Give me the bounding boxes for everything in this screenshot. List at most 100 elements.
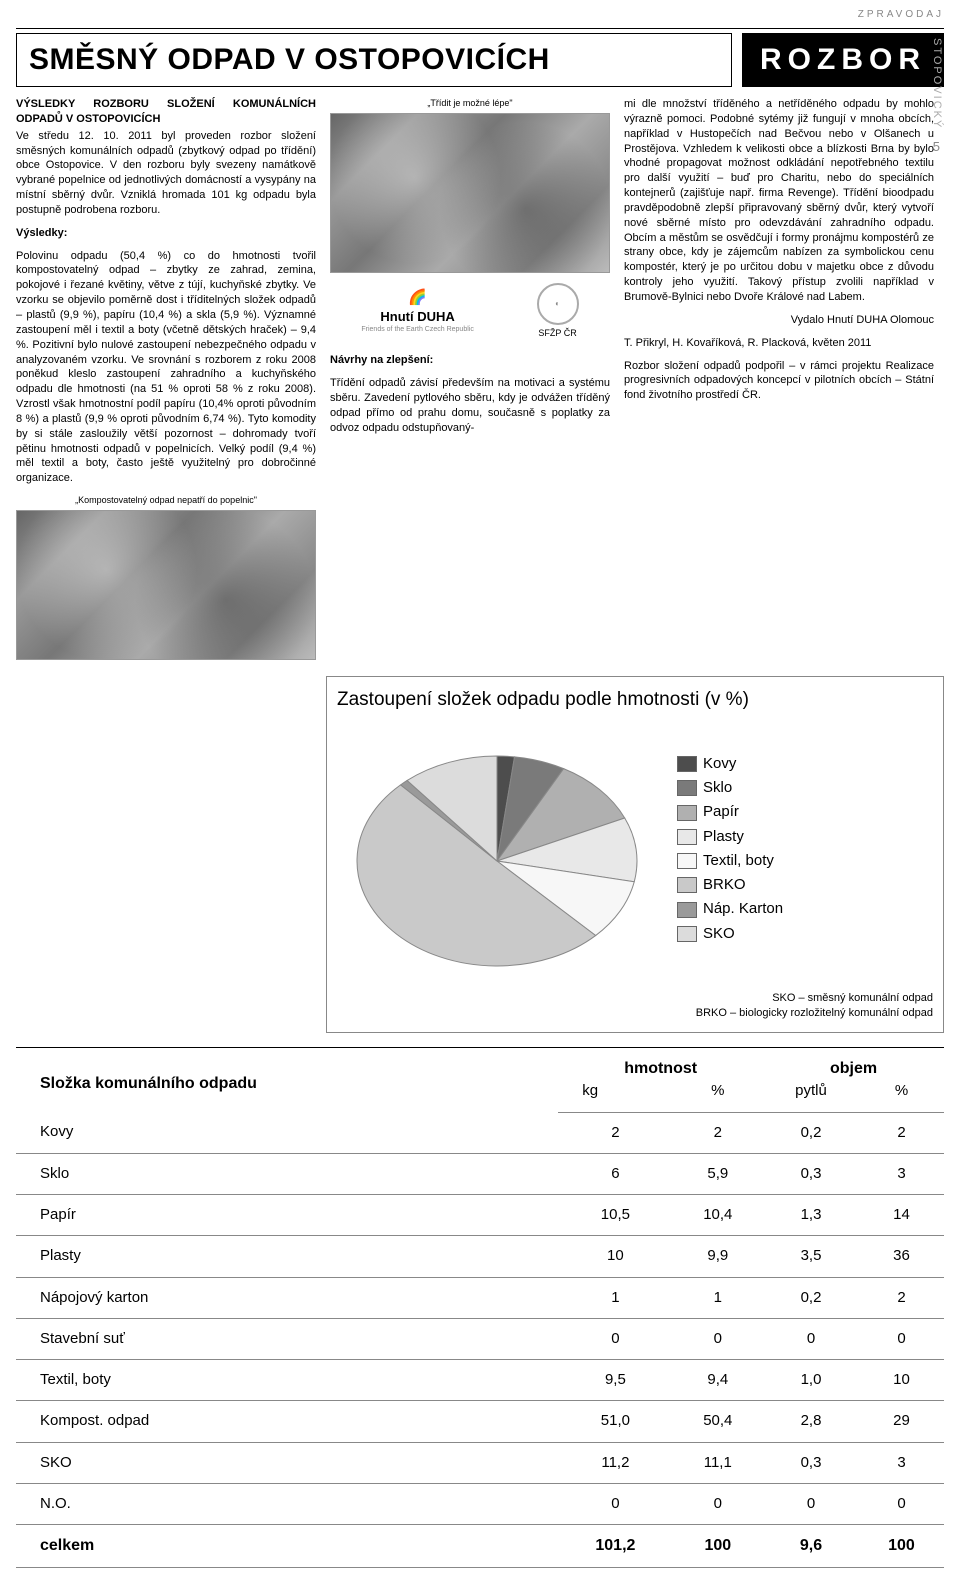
- side-vertical-label: STOPOVICKÝ: [929, 38, 944, 129]
- legend-item: Kovy: [677, 754, 783, 774]
- table-cell: Plasty: [16, 1236, 558, 1277]
- photo2-caption: „Třídit je možné lépe": [330, 97, 610, 109]
- legend-swatch: [677, 780, 697, 796]
- legend-label: Náp. Karton: [703, 899, 783, 919]
- legend-swatch: [677, 902, 697, 918]
- table-row: Nápojový karton110,22: [16, 1277, 944, 1318]
- navrhy-heading: Návrhy na zlepšení:: [330, 354, 433, 366]
- legend-label: Plasty: [703, 827, 744, 847]
- table-cell: Stavební suť: [16, 1318, 558, 1359]
- photo1-caption: „Kompostovatelný odpad nepatří do popeln…: [16, 494, 316, 506]
- table-cell: Kompost. odpad: [16, 1401, 558, 1442]
- table-row: Textil, boty9,59,41,010: [16, 1360, 944, 1401]
- legend-label: SKO: [703, 924, 735, 944]
- table-cell: SKO: [16, 1442, 558, 1483]
- chart-note2: BRKO – biologicky rozložitelný komunální…: [337, 1006, 933, 1021]
- legend-swatch: [677, 829, 697, 845]
- table-cell: 100: [859, 1525, 944, 1568]
- th-component: Složka komunálního odpadu: [16, 1048, 558, 1112]
- page-number: 5: [933, 138, 940, 156]
- right-p5: Rozbor složení odpadů podpořil – v rámci…: [624, 359, 934, 404]
- pie-chart: [337, 721, 657, 981]
- table-cell: Kovy: [16, 1112, 558, 1153]
- table-row: N.O.0000: [16, 1483, 944, 1524]
- intro-p2: Polovinu odpadu (50,4 %) co do hmotnosti…: [16, 249, 316, 487]
- table-cell: 10: [558, 1236, 672, 1277]
- table-cell: 3: [859, 1442, 944, 1483]
- table-cell: 10,5: [558, 1195, 672, 1236]
- table-row: Plasty109,93,536: [16, 1236, 944, 1277]
- table-cell: 51,0: [558, 1401, 672, 1442]
- table-cell: 9,9: [673, 1236, 763, 1277]
- intro-heading: VÝSLEDKY ROZBORU SLOŽENÍ KOMUNÁLNÍCH ODP…: [16, 97, 316, 127]
- th-kg: kg: [558, 1081, 672, 1112]
- vysledky-heading: Výsledky:: [16, 227, 67, 239]
- th-pctv: %: [859, 1081, 944, 1112]
- table-cell: 9,5: [558, 1360, 672, 1401]
- table-cell: 0: [763, 1483, 859, 1524]
- chart-title: Zastoupení složek odpadu podle hmotnosti…: [337, 687, 933, 713]
- table-cell: 6: [558, 1153, 672, 1194]
- table-cell: 0,3: [763, 1442, 859, 1483]
- legend-swatch: [677, 756, 697, 772]
- photo-compost: [16, 510, 316, 660]
- table-cell: 0,3: [763, 1153, 859, 1194]
- table-cell: 2: [859, 1277, 944, 1318]
- logo1-name: Hnutí DUHA: [361, 308, 473, 326]
- legend-item: Papír: [677, 802, 783, 822]
- header-brand: ZPRAVODAJ: [858, 8, 944, 22]
- table-cell: 0: [558, 1318, 672, 1359]
- table-cell: 11,2: [558, 1442, 672, 1483]
- intro-p1: Ve středu 12. 10. 2011 byl proveden rozb…: [16, 129, 316, 218]
- table-cell: 14: [859, 1195, 944, 1236]
- table-cell: 10: [859, 1360, 944, 1401]
- table-cell: 5,9: [673, 1153, 763, 1194]
- th-bags: pytlů: [763, 1081, 859, 1112]
- legend-item: Textil, boty: [677, 851, 783, 871]
- legend-item: Plasty: [677, 827, 783, 847]
- table-cell: 9,6: [763, 1525, 859, 1568]
- table-cell: Textil, boty: [16, 1360, 558, 1401]
- table-row: Sklo65,90,33: [16, 1153, 944, 1194]
- table-cell: 9,4: [673, 1360, 763, 1401]
- table-cell: 0: [859, 1318, 944, 1359]
- table-cell: 2: [558, 1112, 672, 1153]
- table-cell: 10,4: [673, 1195, 763, 1236]
- table-cell: 101,2: [558, 1525, 672, 1568]
- table-cell: 1: [673, 1277, 763, 1318]
- table-cell: 50,4: [673, 1401, 763, 1442]
- signature2: T. Přikryl, H. Kovaříková, R. Placková, …: [624, 336, 934, 351]
- legend-item: BRKO: [677, 875, 783, 895]
- table-cell: 0: [673, 1483, 763, 1524]
- rozbor-badge: ROZBOR: [742, 33, 944, 88]
- table-cell: 3,5: [763, 1236, 859, 1277]
- legend-swatch: [677, 805, 697, 821]
- table-row: Stavební suť0000: [16, 1318, 944, 1359]
- table-row: SKO11,211,10,33: [16, 1442, 944, 1483]
- table-cell: 1,0: [763, 1360, 859, 1401]
- table-cell: 29: [859, 1401, 944, 1442]
- legend-label: Textil, boty: [703, 851, 774, 871]
- logo1-sub: Friends of the Earth Czech Republic: [361, 325, 473, 334]
- pie-chart-panel: Zastoupení složek odpadu podle hmotnosti…: [326, 676, 944, 1032]
- th-weight-group: hmotnost: [558, 1048, 763, 1082]
- legend-label: BRKO: [703, 875, 746, 895]
- table-cell: 1: [558, 1277, 672, 1318]
- waste-table: Složka komunálního odpadu hmotnost objem…: [16, 1048, 944, 1568]
- legend-label: Sklo: [703, 778, 732, 798]
- signature1: Vydalo Hnutí DUHA Olomouc: [624, 313, 934, 328]
- th-volume-group: objem: [763, 1048, 944, 1082]
- page-title: SMĚSNÝ ODPAD V OSTOPOVICÍCH: [16, 33, 732, 88]
- legend-item: Náp. Karton: [677, 899, 783, 919]
- th-pctw: %: [673, 1081, 763, 1112]
- table-cell: 2: [673, 1112, 763, 1153]
- chart-legend: Kovy Sklo Papír Plasty Textil, boty BRKO Náp. …: [677, 754, 783, 948]
- photo-sorting: [330, 113, 610, 273]
- table-cell: 0: [558, 1483, 672, 1524]
- table-cell: 1,3: [763, 1195, 859, 1236]
- table-cell: 2: [859, 1112, 944, 1153]
- table-row: Papír10,510,41,314: [16, 1195, 944, 1236]
- table-cell: 11,1: [673, 1442, 763, 1483]
- table-cell: celkem: [16, 1525, 558, 1568]
- logo2-label: SFŽP ČR: [537, 327, 579, 339]
